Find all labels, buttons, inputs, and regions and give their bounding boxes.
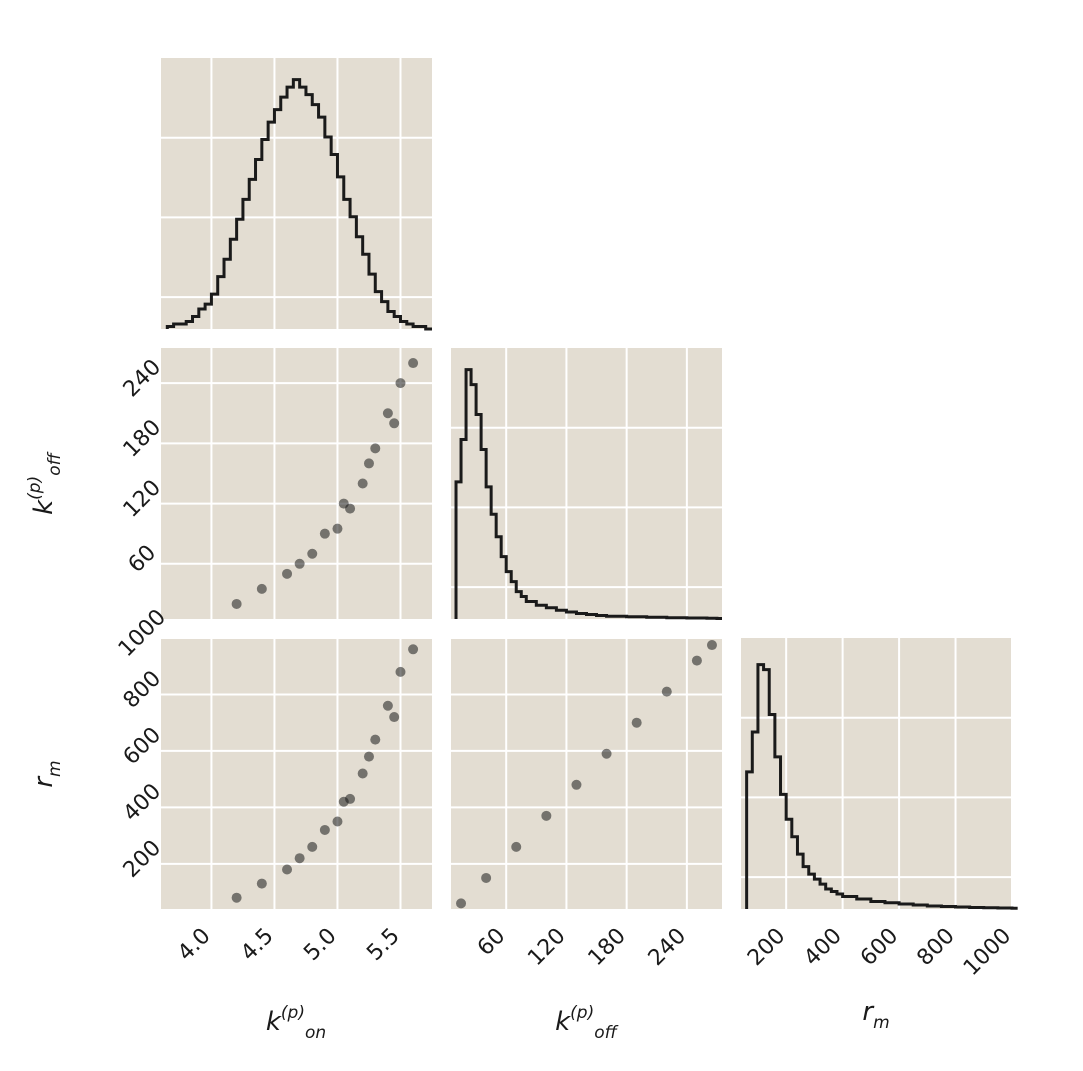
point-koff-rm-8 (691, 655, 702, 666)
point-koff-rm-7 (661, 686, 672, 697)
point-kon-rm-6 (357, 768, 368, 779)
xtick-koff-0: 60 (473, 924, 510, 961)
point-kon-koff-12 (363, 458, 374, 469)
point-kon-rm-11 (389, 712, 400, 723)
ytick-koff-3: 240 (119, 355, 166, 402)
scatter-koff-rm (456, 640, 717, 909)
point-kon-koff-6 (357, 478, 368, 489)
xtick-kon-2: 5.0 (299, 924, 341, 966)
point-koff-rm-4 (571, 779, 582, 790)
ytick-rm-3: 800 (119, 666, 166, 713)
ytick-rm-1: 400 (119, 779, 166, 826)
panel-bg-0-2 (161, 638, 432, 909)
point-koff-rm-5 (601, 748, 612, 759)
point-koff-rm-2 (511, 841, 522, 852)
xtick-koff-2: 180 (584, 924, 631, 971)
ytick-koff-1: 120 (119, 475, 166, 522)
point-kon-koff-4 (332, 523, 343, 534)
xtick-rm-4: 1000 (959, 924, 1016, 981)
point-kon-koff-8 (382, 408, 393, 419)
xtick-kon-3: 5.5 (362, 924, 404, 966)
point-kon-rm-7 (370, 734, 381, 745)
point-kon-koff-7 (370, 443, 381, 454)
point-kon-koff-15 (294, 558, 305, 569)
panel-bg-0-1 (161, 348, 432, 619)
panel-bg-0-0 (161, 58, 432, 329)
xtick-koff-3: 240 (644, 924, 691, 971)
point-kon-rm-10 (408, 644, 419, 655)
point-kon-koff-14 (319, 528, 330, 539)
ytick-koff-2: 180 (119, 415, 166, 462)
axis-label-kon-x: k(p)on (266, 1003, 326, 1043)
axis-label-rm-x: rm (862, 997, 889, 1033)
point-kon-koff-3 (307, 548, 318, 559)
scatter-kon-koff (231, 358, 419, 609)
point-kon-koff-1 (256, 583, 267, 594)
point-kon-koff-13 (338, 498, 349, 509)
point-kon-koff-2 (282, 568, 293, 579)
point-kon-rm-3 (307, 841, 318, 852)
axis-label-rm-y: rm (29, 760, 65, 787)
histogram-kon (165, 78, 432, 331)
xtick-rm-0: 200 (743, 924, 790, 971)
histogram-koff (454, 368, 722, 621)
point-kon-rm-1 (256, 878, 267, 889)
point-koff-rm-1 (481, 872, 492, 883)
point-kon-rm-0 (231, 892, 242, 903)
point-koff-rm-3 (541, 810, 552, 821)
point-kon-rm-4 (332, 816, 343, 827)
point-kon-koff-0 (231, 598, 242, 609)
point-kon-rm-13 (338, 796, 349, 807)
ytick-koff-0: 60 (124, 540, 161, 577)
point-kon-rm-15 (294, 853, 305, 864)
xtick-rm-3: 800 (912, 924, 959, 971)
panel-bg-1-1 (451, 348, 722, 619)
point-kon-rm-2 (282, 864, 293, 875)
scatter-kon-rm (231, 644, 419, 903)
point-kon-rm-8 (382, 700, 393, 711)
xtick-rm-1: 400 (799, 924, 846, 971)
panel-bg-1-2 (451, 638, 722, 909)
axis-label-koff-x: k(p)off (555, 1003, 619, 1043)
point-kon-koff-10 (408, 358, 419, 369)
point-koff-rm-6 (631, 717, 642, 728)
xtick-koff-1: 120 (523, 924, 570, 971)
xtick-kon-0: 4.0 (173, 924, 215, 966)
point-koff-rm-9 (706, 640, 717, 651)
ytick-rm-0: 200 (119, 836, 166, 883)
point-koff-rm-0 (456, 898, 467, 909)
xtick-rm-2: 600 (856, 924, 903, 971)
point-kon-koff-11 (389, 418, 400, 429)
point-kon-rm-12 (363, 751, 374, 762)
histogram-rm (745, 663, 1018, 910)
ytick-rm-2: 600 (119, 723, 166, 770)
xtick-kon-1: 4.5 (236, 924, 278, 966)
axis-label-koff-y: k(p)off (25, 451, 65, 515)
point-kon-koff-9 (395, 378, 406, 389)
point-kon-rm-14 (319, 824, 330, 835)
point-kon-rm-9 (395, 666, 406, 677)
